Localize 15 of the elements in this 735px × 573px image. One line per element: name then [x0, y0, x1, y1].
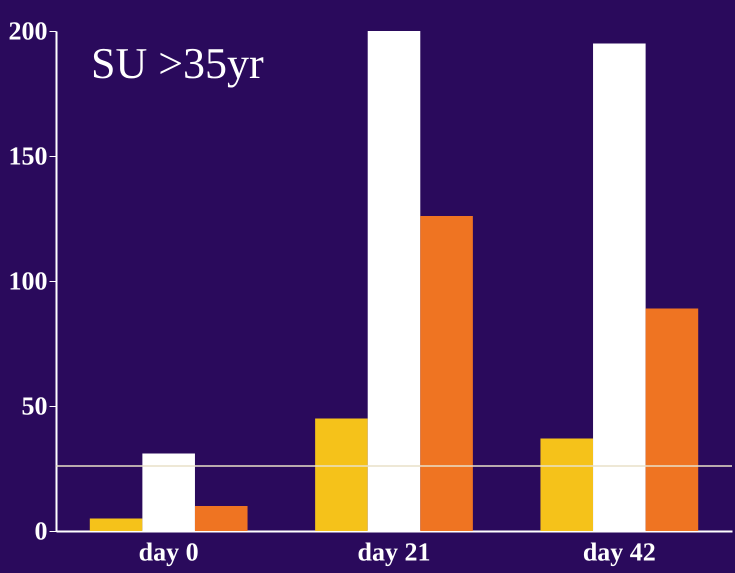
- bar: [315, 418, 368, 531]
- y-tick-label: 50: [22, 392, 48, 420]
- y-tick-label: 150: [8, 142, 48, 170]
- bar: [540, 438, 594, 531]
- bar: [420, 216, 473, 531]
- bar: [90, 518, 142, 531]
- bar: [194, 506, 248, 531]
- annotation: SU >35yr: [91, 39, 264, 88]
- x-tick-label: day 42: [582, 538, 656, 566]
- bar: [646, 308, 698, 531]
- y-tick-label: 100: [8, 266, 48, 296]
- x-tick-label: day 0: [138, 538, 199, 566]
- x-tick-label: day 21: [358, 538, 430, 566]
- y-tick-label: 200: [8, 16, 48, 46]
- y-tick-label: 0: [34, 516, 48, 546]
